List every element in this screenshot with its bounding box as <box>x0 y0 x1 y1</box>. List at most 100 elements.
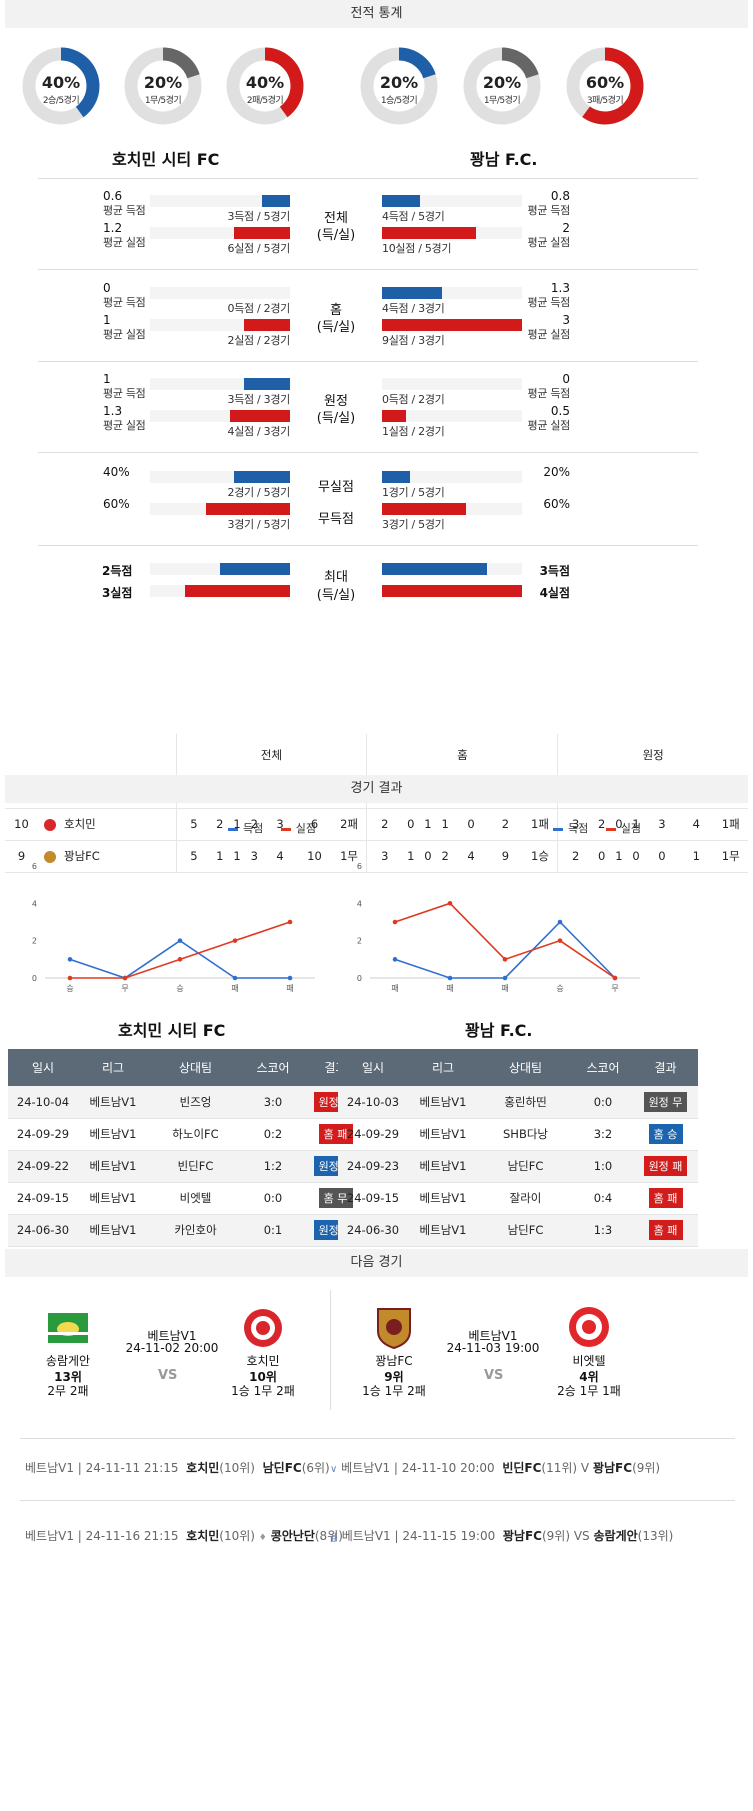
bar-red <box>206 503 290 515</box>
bar-blue <box>382 287 442 299</box>
next-right-vs: VS <box>484 1368 504 1383</box>
bar-blue <box>262 195 290 207</box>
upcoming-vs: V <box>580 1461 590 1475</box>
results-row[interactable]: 24-06-30 베트남V1 남딘FC 1:3 홈 패 <box>338 1214 698 1247</box>
results-row[interactable]: 24-09-15 베트남V1 비엣텔 0:0 홈 무 <box>8 1182 368 1215</box>
donut-right-1: 20% 1무/5경기 <box>461 45 543 127</box>
divider <box>38 545 698 546</box>
results-opp: 홍린하띤 <box>478 1086 573 1119</box>
standings-cell: 4 <box>679 808 714 841</box>
legend-swatch-conceded <box>280 827 291 831</box>
stat-group-sub: (득/실) <box>316 228 356 243</box>
series-point <box>557 919 563 925</box>
results-league: 베트남V1 <box>78 1182 148 1215</box>
results-row[interactable]: 24-09-29 베트남V1 하노이FC 0:2 홈 패 <box>8 1118 368 1151</box>
donut-left-2: 40% 2패/5경기 <box>224 45 306 127</box>
upcoming-right-1[interactable]: ∯ 베트남V1 | 24-11-15 19:00 꽝남FC(9위) VS 송람게… <box>330 1527 673 1544</box>
results-row[interactable]: 24-09-15 베트남V1 잘라이 0:4 홈 패 <box>338 1182 698 1215</box>
standings-cell: 2 <box>488 808 523 841</box>
bar-blue <box>382 471 410 483</box>
songlam-logo <box>48 1313 88 1343</box>
upcoming-rank2: (8위) <box>314 1529 343 1543</box>
results-outcome: 홈 패 <box>633 1182 698 1215</box>
upcoming-team2: 꽝남FC <box>592 1461 633 1475</box>
chart-right-legend: 득점 실점 <box>553 820 641 836</box>
chart-left-legend: 득점 실점 <box>228 820 316 836</box>
standings-group-all: 전체 <box>175 734 367 777</box>
upcoming-team1: 호치민 <box>186 1461 220 1475</box>
donut-pct: 40% <box>245 73 285 92</box>
result-badge: 원정 무 <box>643 1091 688 1112</box>
legend-conceded: 실점 <box>295 822 316 835</box>
series-point <box>502 957 508 962</box>
bar-blue <box>382 563 487 575</box>
standings-group-away: 원정 <box>557 734 748 777</box>
failed-to-score-label: 무득점 <box>318 512 354 527</box>
quangnam-logo-icon <box>44 850 56 863</box>
results-team-right: 꽝남 F.C. <box>465 1021 533 1040</box>
donut-ring <box>566 47 644 125</box>
series-point <box>232 975 238 981</box>
series-point <box>67 975 73 981</box>
results-chart-left: 0 2 4 6 승 무 승 패 패 <box>32 862 315 993</box>
bar-track <box>382 471 522 483</box>
result-badge: 홈 승 <box>648 1124 683 1144</box>
legend-swatch-scored <box>228 827 238 831</box>
standings-team[interactable]: 꽝남FC <box>38 840 176 873</box>
stat-caption: 1실점 / 2경기 <box>382 425 445 438</box>
donut-pct: 20% <box>143 73 183 92</box>
results-row[interactable]: 24-09-23 베트남V1 남딘FC 1:0 원정 패 <box>338 1150 698 1183</box>
hochiminh-logo <box>244 1309 282 1347</box>
x-tick-label: 패 <box>231 983 238 993</box>
upcoming-rank2: (9위) <box>632 1461 661 1475</box>
results-head: 리그 <box>78 1049 148 1086</box>
donut-pct: 40% <box>41 73 81 92</box>
results-row[interactable]: 24-09-22 베트남V1 빈딘FC 1:2 원정 승 <box>8 1150 368 1183</box>
results-head: 상대팀 <box>478 1049 573 1086</box>
upcoming-left-0[interactable]: 베트남V1 | 24-11-11 21:15 호치민(10위) 남딘FC(6위) <box>25 1459 330 1476</box>
results-date: 24-06-30 <box>8 1214 78 1247</box>
max-value: 3득점 <box>539 564 570 578</box>
stat-label: 평균 득점 <box>527 296 571 309</box>
stat-caption: 3득점 / 3경기 <box>227 393 291 406</box>
stat-caption: 1경기 / 5경기 <box>382 486 445 499</box>
series-point <box>392 919 398 925</box>
standings-cell: 2 <box>436 840 454 873</box>
divider <box>38 178 698 179</box>
standings-team[interactable]: 호치민 <box>38 808 176 841</box>
stat-value: 1.3 <box>103 404 123 418</box>
results-row[interactable]: 24-10-04 베트남V1 빈즈엉 3:0 원정 패 <box>8 1086 368 1119</box>
bar-blue <box>234 471 290 483</box>
stat-label: 평균 득점 <box>527 387 571 400</box>
standings-cell: 6 <box>297 808 332 841</box>
series-point <box>447 901 453 906</box>
results-head: 리그 <box>408 1049 478 1086</box>
stat-label: 평균 실점 <box>103 328 146 341</box>
standings-cell: 1 <box>610 840 628 873</box>
standings-team-name: 호치민 <box>64 817 96 831</box>
stat-label: 평균 득점 <box>103 296 146 309</box>
donut-sub: 2승/5경기 <box>42 96 80 106</box>
bar-track <box>382 378 522 390</box>
results-score: 0:0 <box>243 1182 303 1215</box>
stat-value: 1.2 <box>103 221 123 235</box>
stat-caption: 9실점 / 3경기 <box>382 334 445 347</box>
result-badge: 원정 패 <box>643 1156 688 1176</box>
standings-team-name: 꽝남FC <box>64 849 100 863</box>
next-left-home-name: 송람게안 <box>45 1354 91 1368</box>
stat-value: 2 <box>562 221 570 235</box>
donut-sub: 1승/5경기 <box>380 96 418 106</box>
series-point <box>177 938 183 943</box>
results-row[interactable]: 24-09-29 베트남V1 SHB다낭 3:2 홈 승 <box>338 1118 698 1151</box>
upcoming-right-0[interactable]: ∨ 베트남V1 | 24-11-10 20:00 빈딘FC(11위) V 꽝남F… <box>330 1459 660 1476</box>
results-row[interactable]: 24-10-03 베트남V1 홍린하띤 0:0 원정 무 <box>338 1086 698 1119</box>
x-tick-label: 승 <box>176 984 183 993</box>
next-left-datetime: 24-11-02 20:00 <box>125 1341 219 1355</box>
donut-arc <box>463 47 541 125</box>
upcoming-left-1[interactable]: 베트남V1 | 24-11-16 21:15 호치민(10위) ♦ 콩안난단(8… <box>25 1527 343 1544</box>
results-row[interactable]: 24-06-30 베트남V1 카인호아 0:1 원정 승 <box>8 1214 368 1247</box>
divider <box>20 1500 735 1501</box>
results-league: 베트남V1 <box>408 1086 478 1119</box>
series-point <box>122 975 128 981</box>
section-header-next: 다음 경기 <box>5 1249 748 1277</box>
